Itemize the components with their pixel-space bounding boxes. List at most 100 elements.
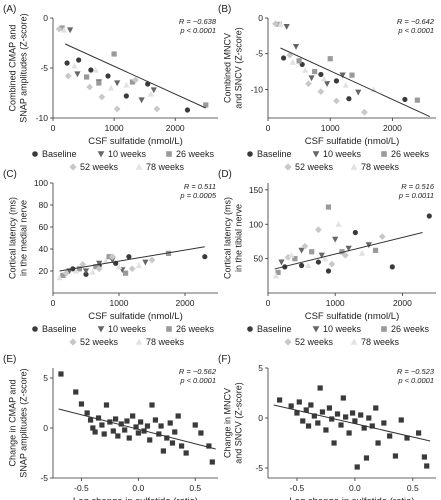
legend-marker xyxy=(97,326,105,333)
data-point xyxy=(288,403,294,409)
y-tick-label: 60 xyxy=(39,222,49,232)
data-point xyxy=(358,412,364,418)
data-point xyxy=(424,463,430,469)
y-tick-label: -10 xyxy=(251,84,264,94)
x-tick-label: 1000 xyxy=(110,298,129,308)
y-tick-label: 80 xyxy=(39,200,49,210)
data-point xyxy=(99,422,105,428)
data-point xyxy=(317,88,325,95)
data-point xyxy=(272,20,279,28)
data-point xyxy=(309,249,315,255)
data-point xyxy=(346,430,352,436)
r-value: R = −0.642 xyxy=(397,17,435,26)
legend-marker xyxy=(135,338,143,345)
x-tick-label: 0 xyxy=(51,123,56,133)
data-point xyxy=(398,417,404,423)
x-tick-label: 1000 xyxy=(105,123,124,133)
panel-letter: (D) xyxy=(218,169,232,180)
scatter-panel: (E) -0.5 0.0 0.5 5 0 -5 Log change in sulfatide… xyxy=(3,354,218,500)
data-point xyxy=(331,440,337,446)
data-point xyxy=(105,73,111,79)
p-value: p = 0.0011 xyxy=(398,191,434,200)
data-point xyxy=(305,80,312,88)
legend-marker xyxy=(69,163,77,171)
x-axis-title: CSF sulfatide (nmol/L) xyxy=(305,136,400,147)
data-point xyxy=(202,254,208,260)
data-point xyxy=(126,435,132,441)
data-point xyxy=(135,262,142,269)
data-point xyxy=(133,424,139,430)
data-point xyxy=(88,67,94,73)
data-point xyxy=(128,265,136,273)
scatter-panel: (C) 0 1000 2000 20 40 60 80 100 CSF sulfatide (nm… xyxy=(3,169,218,347)
data-point xyxy=(426,213,432,219)
y-axis-title: in the tibial nerve xyxy=(234,204,244,272)
data-point xyxy=(142,259,149,266)
legend-label: 52 weeks xyxy=(80,162,119,172)
data-point xyxy=(203,102,209,108)
data-point xyxy=(421,454,428,460)
p-value: p < 0.0001 xyxy=(179,376,216,385)
data-point xyxy=(103,402,110,408)
y-tick-label: 100 xyxy=(249,219,263,229)
y-axis-title: in the medial nerve xyxy=(19,200,29,276)
data-point xyxy=(175,413,181,419)
data-point xyxy=(115,263,123,270)
legend-marker xyxy=(381,326,387,332)
panel-letter: (B) xyxy=(218,4,231,15)
legend-marker xyxy=(284,338,292,346)
data-point xyxy=(132,76,139,84)
r-value: R = −0.523 xyxy=(397,367,435,376)
data-point xyxy=(315,420,321,426)
legend-marker xyxy=(312,151,320,158)
panel-letter: (C) xyxy=(3,169,17,180)
data-point xyxy=(354,464,360,470)
data-point xyxy=(172,429,178,435)
p-value: p < 0.0001 xyxy=(179,26,216,35)
data-point xyxy=(115,433,121,439)
data-point xyxy=(153,105,161,113)
data-point xyxy=(101,431,107,437)
data-point xyxy=(335,221,342,227)
x-axis-title: CSF sulfatide (nmol/L) xyxy=(305,311,400,322)
legend-label: 78 weeks xyxy=(146,162,185,172)
y-axis-title: Cortical latency (ms) xyxy=(223,197,233,279)
data-point xyxy=(165,250,172,256)
data-point xyxy=(381,420,387,426)
x-axis-title: Log change in sulfatide (ratio) xyxy=(73,496,198,500)
data-point xyxy=(96,80,102,86)
data-point xyxy=(178,443,185,449)
data-point xyxy=(289,59,297,65)
y-axis-title: Combined CMAP and xyxy=(8,25,18,112)
data-point xyxy=(283,23,290,30)
data-point xyxy=(114,80,121,87)
data-point xyxy=(96,260,103,267)
data-point xyxy=(107,84,115,91)
data-point xyxy=(333,78,340,84)
data-point xyxy=(135,430,141,436)
y-tick-label: 0 xyxy=(43,13,48,23)
data-point xyxy=(84,74,90,80)
x-tick-label: 2000 xyxy=(176,298,195,308)
data-point xyxy=(305,262,312,269)
data-point xyxy=(320,75,328,82)
legend-label: 10 weeks xyxy=(323,324,362,334)
data-point xyxy=(89,268,96,275)
panel-letter: (A) xyxy=(3,4,16,15)
legend-label: 26 weeks xyxy=(391,149,430,159)
y-tick-label: 0 xyxy=(258,413,263,423)
x-tick-label: 1000 xyxy=(321,123,340,133)
data-point xyxy=(340,395,346,401)
scatter-panel: (A) 0 1000 2000 0 -5 -10 CSF sulfatide (nmol/L)… xyxy=(3,4,218,172)
scatter-panel: (F) -0.5 0.0 0.5 5 0 -5 Log change in sulfatide… xyxy=(218,354,436,500)
y-tick-label: 5 xyxy=(258,363,263,373)
legend-label: 52 weeks xyxy=(295,162,334,172)
y-tick-label: 0 xyxy=(43,423,48,433)
data-point xyxy=(90,425,96,431)
data-point xyxy=(59,25,65,31)
legend-marker xyxy=(284,163,292,171)
data-point xyxy=(147,437,153,443)
legend-label: 78 weeks xyxy=(146,337,185,347)
data-point xyxy=(138,97,145,104)
